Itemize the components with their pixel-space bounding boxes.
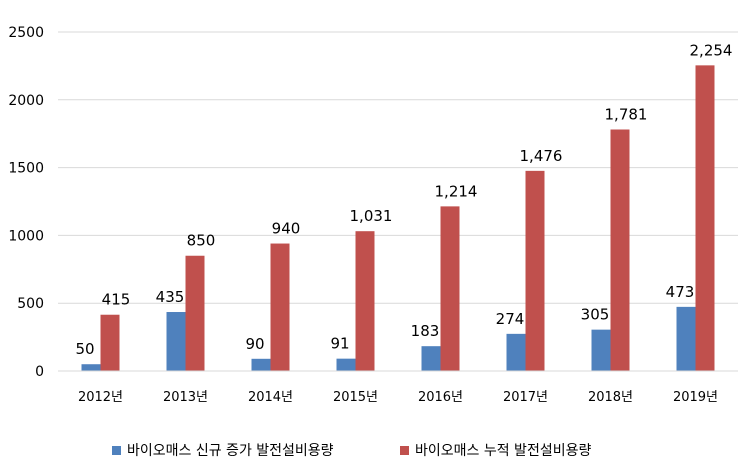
gridlines	[58, 31, 738, 372]
bar-cumulative	[100, 314, 120, 371]
bar-new	[336, 358, 356, 371]
bar-new	[676, 306, 696, 371]
y-tick-label: 2000	[8, 93, 44, 109]
x-axis: 2012년 2013년 2014년 2015년 2016년 2017년 2018년 2019년	[58, 370, 738, 405]
data-label-cumulative: 1,031	[350, 207, 393, 225]
bar-cumulative	[440, 206, 460, 371]
bar-new	[251, 358, 271, 371]
data-label-cumulative: 940	[272, 220, 301, 238]
legend-label-cumulative: 바이오매스 누적 발전설비용량	[415, 443, 592, 459]
x-tick-label: 2018년	[588, 390, 633, 405]
bar-cumulative	[355, 231, 375, 371]
data-label-cumulative: 1,781	[605, 105, 648, 123]
legend-swatch-new	[112, 445, 121, 455]
y-tick-label: 1000	[8, 228, 44, 244]
data-label-cumulative: 1,214	[435, 182, 478, 200]
bar-new	[81, 364, 101, 371]
bar-chart: 0 500 1000 1500 2000 2500 50 435 90 91 183 274 305 4…	[8, 25, 738, 405]
data-label-new: 274	[496, 310, 525, 328]
y-tick-label: 2500	[8, 25, 44, 41]
x-tick-label: 2017년	[503, 390, 548, 405]
legend-item-new: 바이오매스 신규 증가 발전설비용량	[112, 440, 334, 460]
x-tick-label: 2016년	[418, 390, 463, 405]
data-label-cumulative: 2,254	[690, 41, 733, 59]
legend-label-new: 바이오매스 신규 증가 발전설비용량	[127, 443, 334, 459]
bar-new	[421, 346, 441, 371]
data-label-new: 90	[245, 335, 264, 353]
y-axis: 0 500 1000 1500 2000 2500	[8, 25, 44, 380]
x-tick-label: 2019년	[673, 390, 718, 405]
x-tick-label: 2013년	[163, 390, 208, 405]
y-tick-label: 0	[35, 364, 44, 380]
bar-new	[506, 333, 526, 371]
bar-cumulative	[525, 170, 545, 371]
legend-item-cumulative: 바이오매스 누적 발전설비용량	[400, 440, 591, 460]
bar-cumulative	[610, 129, 630, 371]
data-label-cumulative: 415	[102, 291, 131, 309]
y-tick-label: 500	[17, 296, 44, 312]
data-label-new: 91	[330, 335, 349, 353]
data-label-new: 50	[75, 340, 94, 358]
data-label-new: 473	[666, 283, 695, 301]
bar-cumulative	[270, 243, 290, 371]
data-label-new: 435	[156, 288, 185, 306]
x-tick-label: 2012년	[78, 390, 123, 405]
legend-swatch-cumulative	[400, 445, 409, 455]
data-label-new: 305	[581, 306, 610, 324]
bar-new	[166, 312, 186, 371]
legend: 바이오매스 신규 증가 발전설비용량 바이오매스 누적 발전설비용량	[0, 440, 742, 464]
bar-cumulative	[695, 65, 715, 371]
x-tick-label: 2015년	[333, 390, 378, 405]
x-tick-label: 2014년	[248, 390, 293, 405]
data-label-cumulative: 1,476	[520, 147, 563, 165]
bar-new	[591, 329, 611, 371]
data-label-cumulative: 850	[187, 232, 216, 250]
y-tick-label: 1500	[8, 161, 44, 177]
data-label-new: 183	[411, 322, 440, 340]
bars	[81, 65, 715, 371]
data-labels: 50 435 90 91 183 274 305 473 415 850 940 1,031 1,214…	[75, 41, 732, 358]
bar-cumulative	[185, 255, 205, 371]
